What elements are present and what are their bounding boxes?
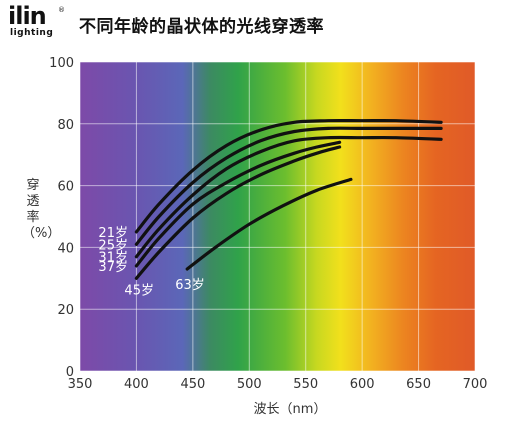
x-tick-label: 350 [68, 377, 93, 392]
series-line [185, 177, 353, 271]
series-label: 25岁 [98, 238, 128, 253]
y-axis-label: 穿透率（%） [22, 178, 61, 241]
y-tick-label: 100 [49, 56, 74, 71]
y-tick-label: 80 [57, 118, 74, 133]
logo-registered-mark: ® [58, 6, 65, 14]
series-label: 21岁 [98, 226, 128, 241]
x-tick-label: 400 [124, 377, 149, 392]
series-label: 63岁 [175, 278, 205, 293]
x-axis-label: 波长（nm） [253, 402, 327, 417]
logo-wordmark: ilin [8, 2, 47, 30]
x-tick-label: 500 [237, 377, 262, 392]
series-line [134, 126, 443, 246]
y-tick-labels: 0 20 40 60 80 100 [49, 56, 74, 380]
x-tick-label: 450 [180, 377, 205, 392]
series-line [134, 145, 342, 280]
grid-lines [79, 61, 476, 372]
x-tick-labels: 350 400 450 500 550 600 650 700 [68, 377, 488, 392]
series-label: 45岁 [124, 283, 154, 298]
y-tick-label: 20 [57, 303, 74, 318]
series-line [134, 140, 342, 268]
y-tick-label: 60 [57, 180, 74, 195]
y-tick-label: 40 [57, 241, 74, 256]
spectrum-background [80, 62, 475, 371]
x-tick-label: 650 [406, 377, 431, 392]
x-tick-label: 700 [463, 377, 488, 392]
brand-logo: ilin ® lighting [8, 4, 66, 40]
x-tick-label: 550 [293, 377, 318, 392]
chart-title: 不同年龄的晶状体的光线穿透率 [79, 17, 324, 37]
series-label: 31岁 [98, 251, 128, 266]
x-tick-label: 600 [350, 377, 375, 392]
y-tick-label: 0 [66, 365, 74, 380]
series-label: 37岁 [98, 260, 128, 275]
series-line [134, 119, 443, 234]
series-line [134, 135, 443, 259]
logo-subtitle: lighting [10, 28, 54, 38]
series-lines [134, 119, 443, 280]
